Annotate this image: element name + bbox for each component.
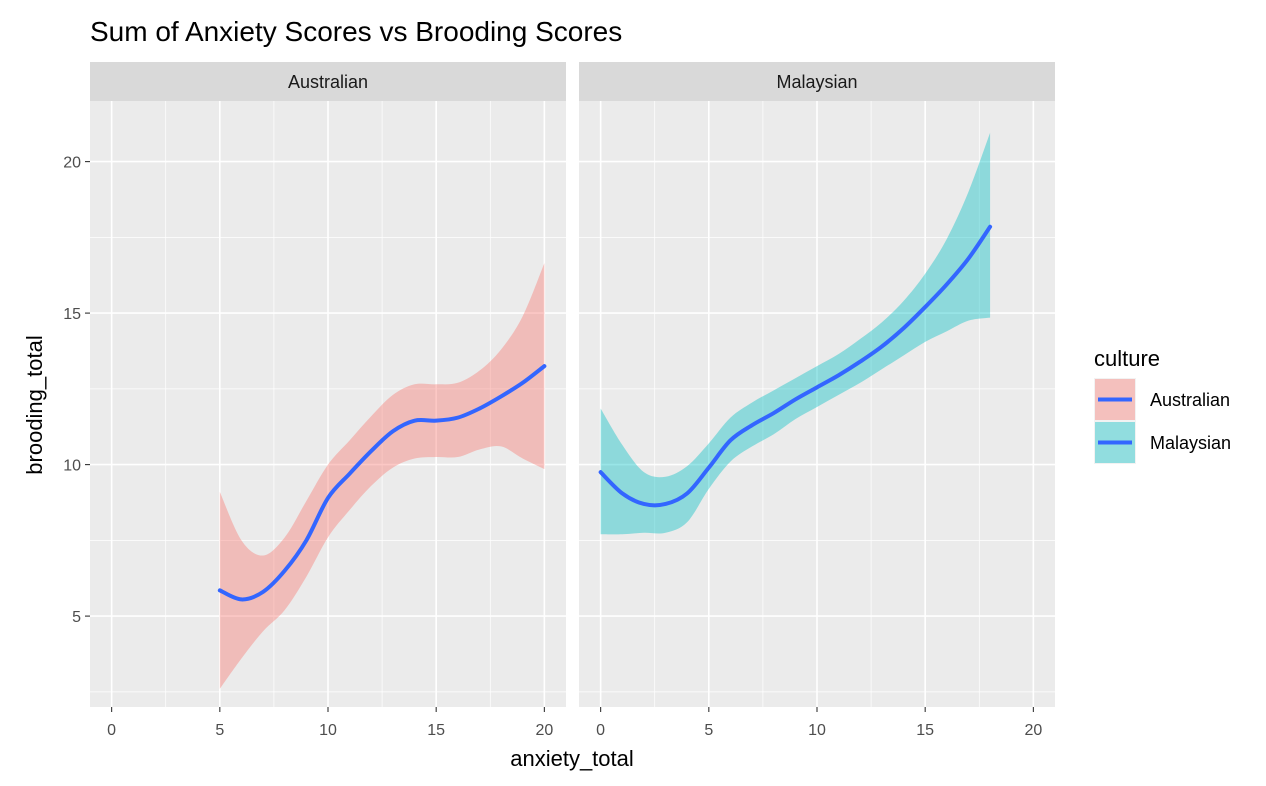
legend-label: Malaysian [1150, 433, 1231, 453]
x-tick-label: 10 [808, 722, 826, 739]
x-tick-label: 5 [704, 722, 713, 739]
x-axis-title: anxiety_total [510, 746, 634, 771]
legend-label: Australian [1150, 390, 1230, 410]
x-tick-label: 20 [1024, 722, 1042, 739]
x-tick-label: 20 [535, 722, 553, 739]
facet-panels: Australian 0 5 10 15 20 5 10 15 20 Malaysian 0 5 10 15… [63, 62, 1055, 739]
y-tick-label: 15 [63, 306, 81, 323]
x-tick-label: 5 [215, 722, 224, 739]
smooth-line [217, 364, 547, 602]
facet-panel-malaysian: Malaysian 0 5 10 15 20 [579, 62, 1055, 739]
x-tick-label: 0 [596, 722, 605, 739]
x-tick-label: 10 [319, 722, 337, 739]
y-tick-label: 20 [63, 155, 81, 172]
y-tick-label: 5 [72, 609, 81, 626]
x-tick-label: 0 [107, 722, 116, 739]
facet-strip [90, 62, 566, 101]
legend-title: culture [1094, 346, 1160, 371]
legend-item-australian: Australian [1094, 378, 1230, 421]
smooth-line [598, 224, 993, 508]
facet-panel-australian: Australian 0 5 10 15 20 5 10 15 20 [63, 62, 566, 739]
legend-item-malaysian: Malaysian [1094, 421, 1231, 464]
x-tick-label: 15 [427, 722, 445, 739]
facet-strip-label: Malaysian [776, 72, 857, 92]
y-axis-title: brooding_total [22, 335, 47, 474]
facet-strip-label: Australian [288, 72, 368, 92]
legend: culture Australian Malaysian [1094, 346, 1231, 464]
facet-strip [579, 62, 1055, 101]
y-tick-label: 10 [63, 458, 81, 475]
confidence-band [219, 263, 545, 689]
confidence-band [600, 132, 991, 535]
x-tick-label: 15 [916, 722, 934, 739]
chart-title: Sum of Anxiety Scores vs Brooding Scores [90, 16, 622, 47]
